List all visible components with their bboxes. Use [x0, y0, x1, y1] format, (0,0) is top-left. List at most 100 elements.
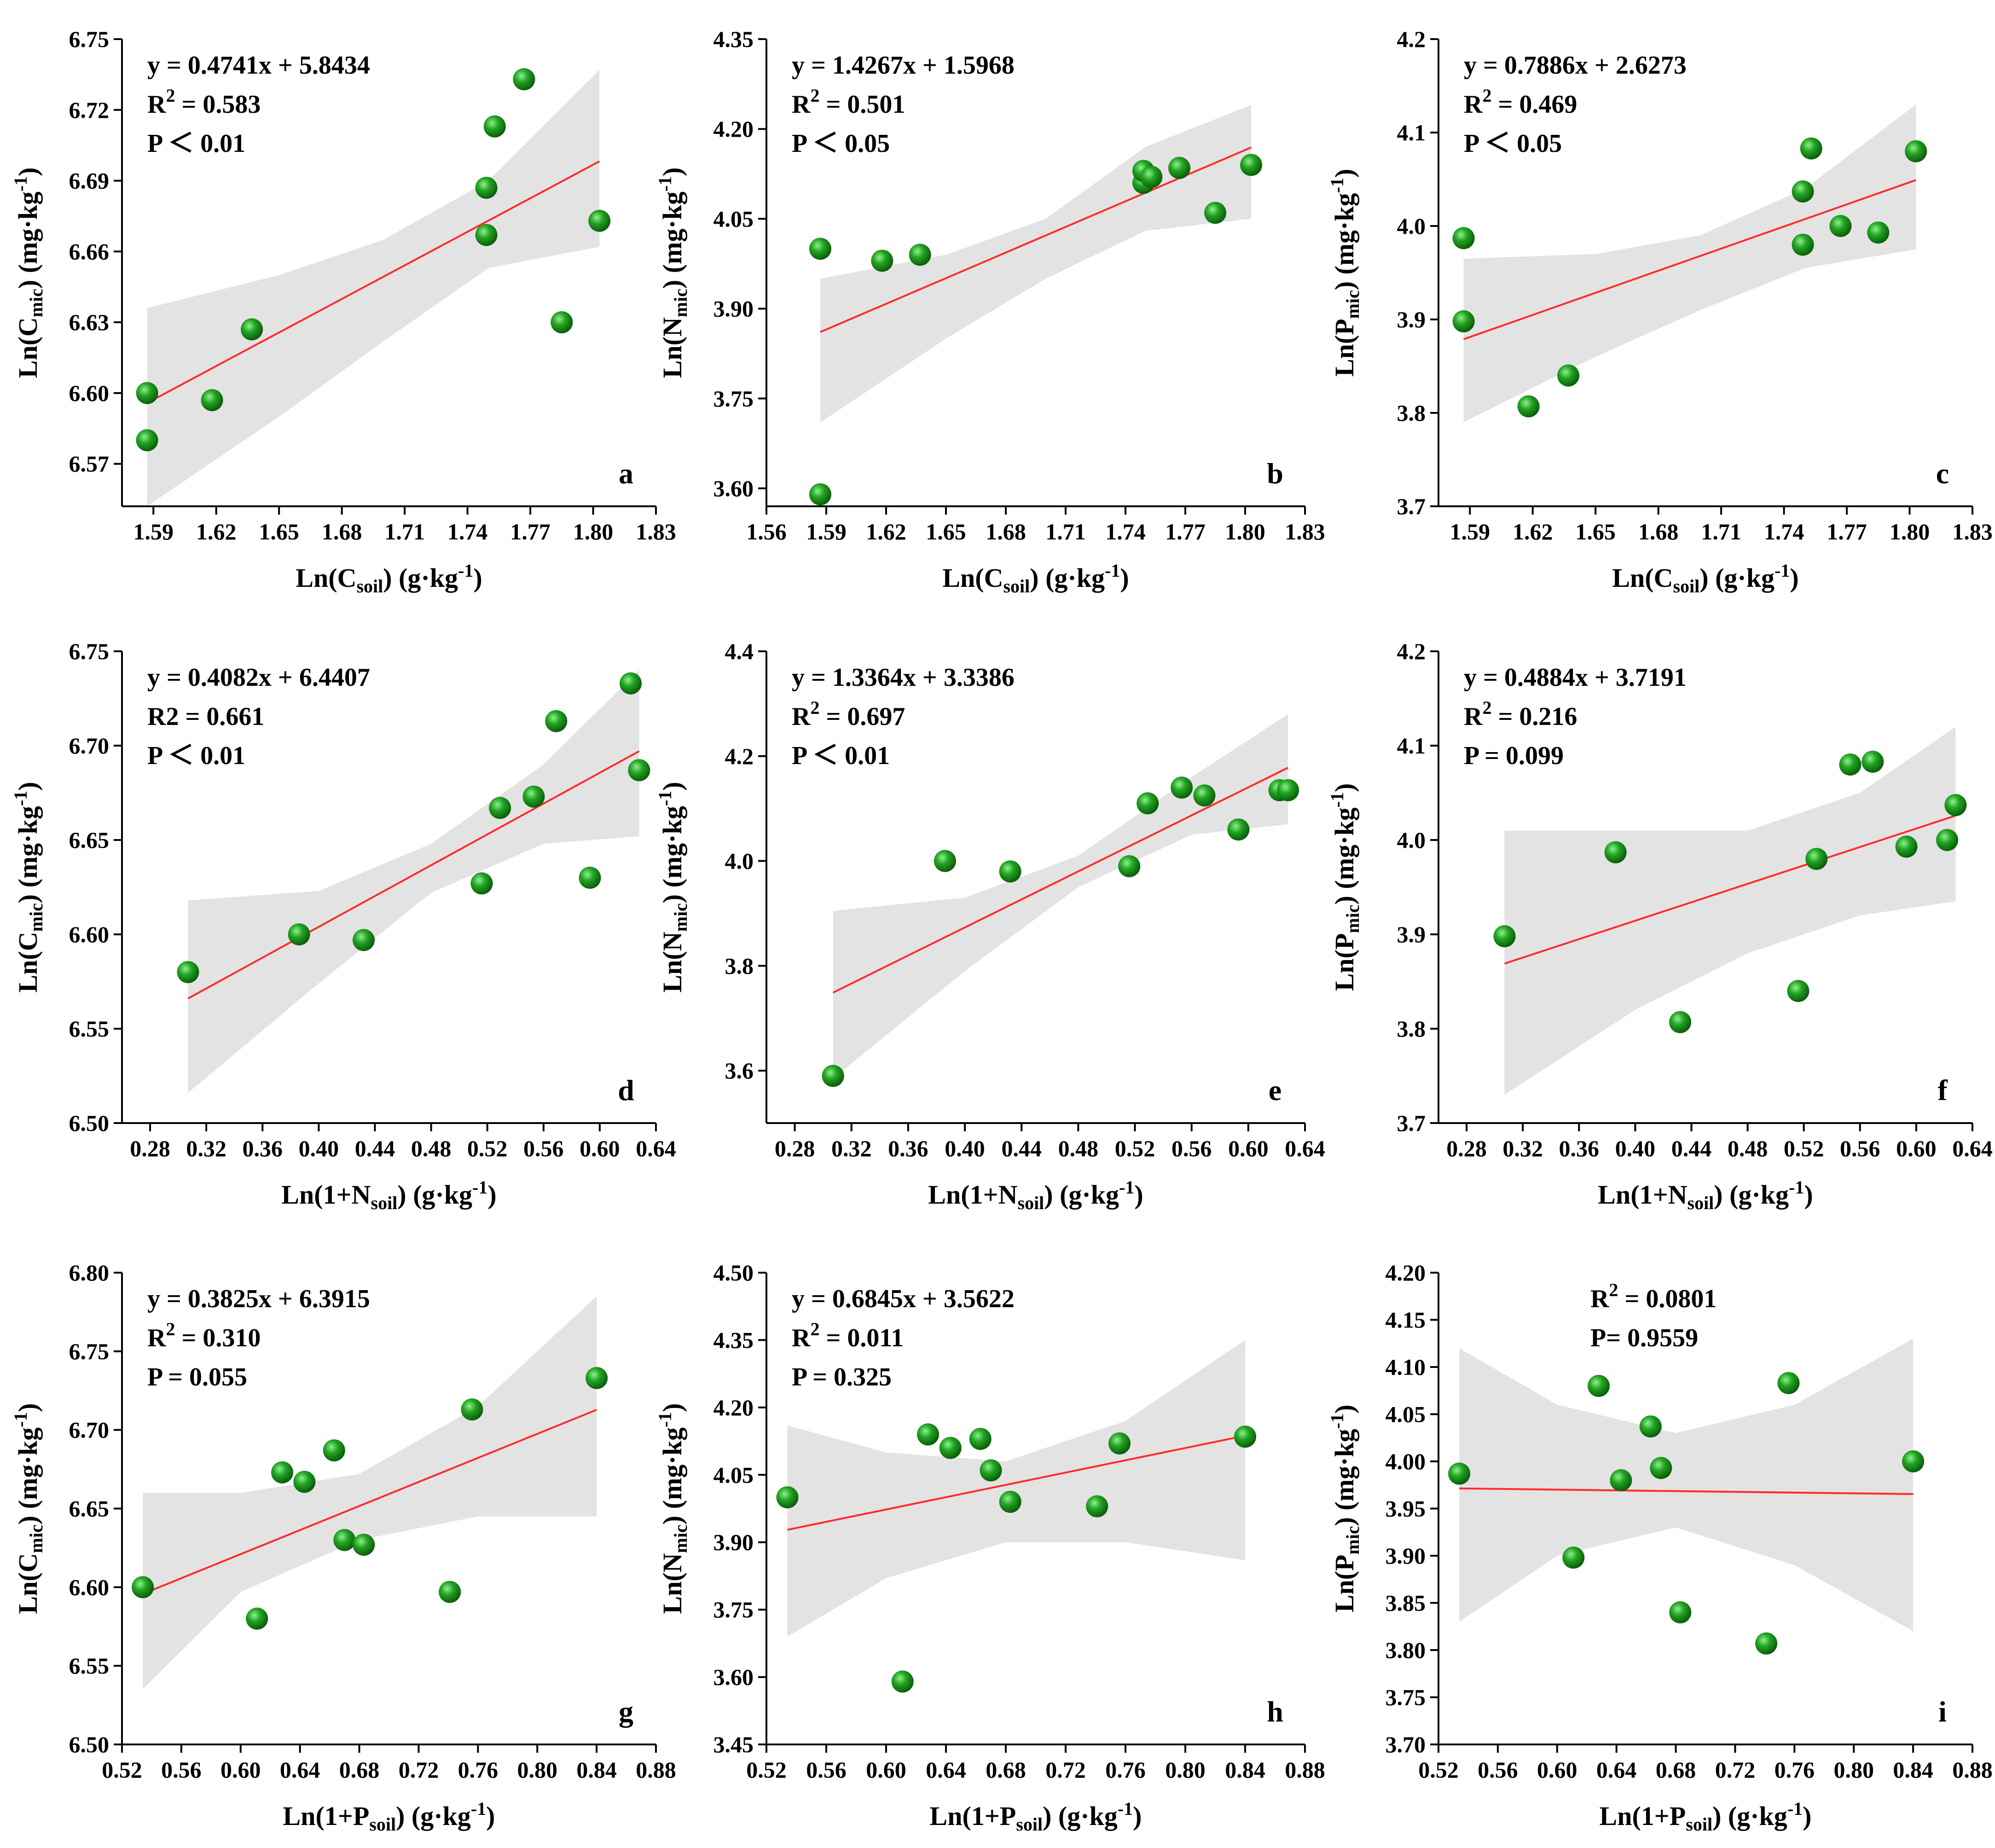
x-tick-label: 1.68	[322, 519, 362, 545]
x-tick-label: 1.77	[510, 519, 551, 545]
p-value-label: P ＜ 0.05	[792, 129, 890, 158]
y-tick-label: 6.69	[69, 168, 110, 194]
y-tick-label: 3.75	[1386, 1685, 1426, 1710]
x-axis-title: Ln(1+Psoil) (g·kg-1)	[283, 1798, 495, 1835]
x-axis-title: Ln(Csoil) (g·kg-1)	[296, 560, 482, 597]
p-value-label: P ＜ 0.05	[1464, 129, 1562, 158]
confidence-band	[1504, 727, 1956, 1095]
x-axis-title-main: Ln(1+N	[928, 1180, 1017, 1210]
y-axis-title-main: Ln(P	[1329, 933, 1359, 991]
r-squared-label: R2 = 0.583	[147, 85, 261, 119]
x-tick-label: 1.74	[1105, 519, 1146, 545]
x-tick-label: 0.28	[130, 1135, 170, 1161]
x-tick-label: 1.74	[447, 519, 488, 545]
y-axis-title: Ln(Nmic) (mg·kg-1)	[655, 167, 691, 378]
data-point	[1867, 221, 1890, 244]
data-point	[1862, 750, 1884, 773]
y-tick-label: 4.15	[1386, 1307, 1426, 1333]
x-tick-label: 1.71	[1045, 519, 1086, 545]
data-point	[1669, 1011, 1692, 1033]
p-value-label: P = 0.099	[1464, 742, 1564, 770]
x-tick-label: 1.65	[1575, 519, 1616, 545]
data-point	[1240, 154, 1262, 176]
data-point	[1227, 818, 1250, 841]
y-tick-label: 6.60	[69, 380, 110, 406]
y-axis-title-subscript: mic	[26, 289, 46, 317]
r-squared-base: R	[1464, 702, 1483, 731]
x-axis-title-exponent: -1	[458, 560, 473, 581]
x-tick-label: 1.59	[1450, 519, 1490, 545]
x-axis-title: Ln(1+Nsoil) (g·kg-1)	[281, 1177, 496, 1213]
r-squared-label: R2 = 0.661	[147, 702, 264, 731]
x-tick-label: 1.83	[1952, 519, 1993, 545]
y-axis-title-main: Ln(N	[657, 1553, 687, 1614]
panel-letter: g	[619, 1695, 633, 1728]
y-tick-label: 3.8	[725, 953, 754, 979]
y-tick-label: 4.20	[1386, 1260, 1426, 1286]
y-axis-title-exponent: -1	[10, 791, 31, 806]
y-tick-label: 3.60	[713, 475, 754, 501]
x-tick-label: 0.76	[458, 1757, 499, 1783]
regression-equation: y = 0.4884x + 3.7191	[1464, 663, 1687, 692]
x-tick-label: 0.68	[1656, 1757, 1696, 1783]
data-point	[999, 860, 1021, 883]
x-axis-title-unit: ) (g·kg	[1043, 1801, 1118, 1831]
regression-equation: y = 0.4741x + 5.8434	[147, 51, 370, 80]
data-point	[891, 1670, 914, 1693]
r-squared-value: = 0.216	[1491, 702, 1577, 731]
data-point	[288, 923, 310, 945]
r-squared-exponent: 2	[1482, 85, 1491, 106]
y-tick-label: 3.60	[713, 1664, 754, 1690]
x-axis-title-exponent: -1	[1119, 1177, 1134, 1198]
data-point	[1792, 233, 1814, 256]
y-tick-label: 4.00	[1386, 1448, 1426, 1474]
x-tick-label: 0.64	[1596, 1757, 1637, 1783]
y-axis-title-subscript: mic	[670, 1524, 691, 1553]
x-axis-title-main: Ln(1+P	[1600, 1801, 1686, 1831]
x-axis-title: Ln(1+Nsoil) (g·kg-1)	[928, 1177, 1143, 1213]
data-point	[475, 176, 498, 199]
regression-equation: y = 1.3364x + 3.3386	[792, 663, 1015, 692]
data-point	[1829, 215, 1852, 237]
x-tick-label: 0.64	[636, 1135, 676, 1161]
data-point	[353, 1534, 375, 1556]
x-tick-label: 0.56	[806, 1757, 847, 1783]
regression-equation: y = 0.6845x + 3.5622	[792, 1285, 1015, 1313]
x-axis-title-close: )	[1803, 1801, 1811, 1831]
r-squared-value: = 0.310	[175, 1324, 261, 1352]
x-axis-title-unit: ) (g·kg	[1030, 563, 1105, 593]
y-axis-title-main: Ln(P	[1329, 319, 1359, 377]
y-tick-label: 6.70	[69, 733, 110, 759]
panel-g: 0.52 0.56 0.60 0.64 0.68 0.72 0.76 0.80 0.84 0.88…	[10, 1260, 676, 1835]
y-axis-title-unit: ) (mg·kg	[1329, 1429, 1359, 1526]
x-tick-label: 0.84	[576, 1757, 617, 1783]
x-axis-title-close: )	[487, 1180, 496, 1210]
data-point	[1118, 855, 1141, 877]
data-point	[1493, 925, 1516, 948]
x-tick-label: 0.28	[1446, 1135, 1487, 1161]
data-point	[917, 1423, 939, 1446]
x-axis-title-close: )	[486, 1801, 495, 1831]
x-tick-label: 0.40	[299, 1135, 339, 1161]
y-tick-label: 3.90	[1386, 1543, 1426, 1569]
x-axis-title-subscript: soil	[1686, 1814, 1712, 1835]
y-axis-title-close: )	[1329, 169, 1359, 178]
x-tick-label: 0.36	[1559, 1135, 1600, 1161]
y-tick-label: 3.7	[1397, 1110, 1426, 1136]
x-tick-label: 0.88	[1952, 1757, 1993, 1783]
x-axis-title-unit: ) (g·kg	[1699, 563, 1775, 593]
confidence-band	[147, 70, 600, 506]
y-tick-label: 6.65	[69, 1496, 110, 1522]
r-squared-exponent: 2	[810, 85, 819, 106]
regression-line	[146, 160, 600, 404]
data-point	[871, 249, 893, 272]
y-tick-label: 3.85	[1386, 1590, 1426, 1616]
data-point	[201, 389, 223, 411]
x-tick-label: 0.48	[1058, 1135, 1099, 1161]
y-tick-label: 4.35	[713, 26, 754, 52]
x-axis-title-main: Ln(1+N	[1598, 1180, 1687, 1210]
x-tick-label: 0.40	[1615, 1135, 1656, 1161]
data-point	[1168, 156, 1190, 179]
x-tick-label: 1.56	[746, 519, 787, 545]
data-point	[628, 759, 650, 782]
